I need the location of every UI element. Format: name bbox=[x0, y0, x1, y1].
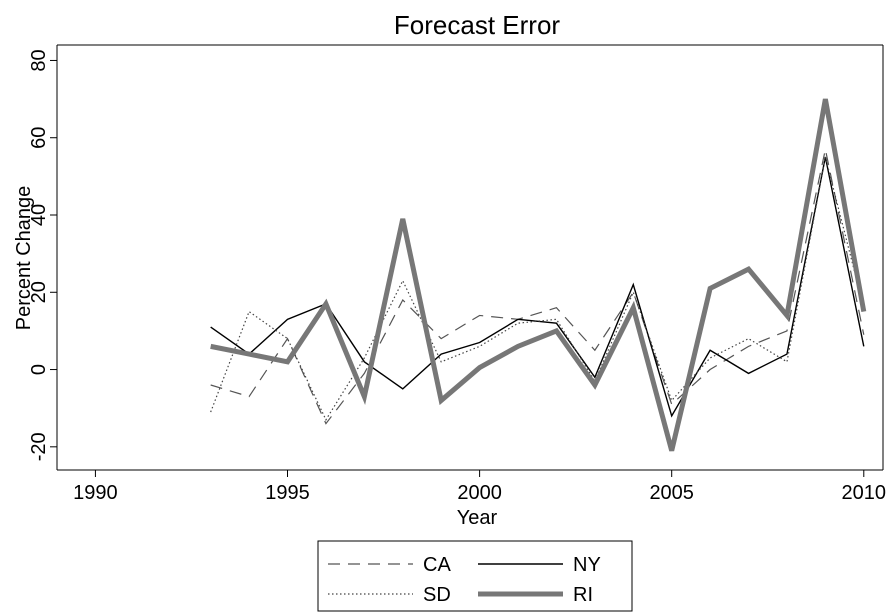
y-tick-label: 0 bbox=[28, 364, 50, 375]
y-tick-label: 40 bbox=[28, 204, 50, 226]
y-tick-label: 20 bbox=[28, 281, 50, 303]
series-line bbox=[210, 156, 865, 418]
x-tick-label: 2010 bbox=[842, 482, 887, 504]
y-tick-label: 60 bbox=[28, 127, 50, 149]
chart-title: Forecast Error bbox=[394, 10, 560, 40]
legend-label: SD bbox=[423, 584, 451, 606]
series-line bbox=[210, 149, 865, 425]
x-axis-label: Year bbox=[457, 507, 498, 529]
legend-label: CA bbox=[423, 554, 451, 576]
y-axis-label: Percent Change bbox=[13, 186, 35, 331]
x-tick-label: 2005 bbox=[649, 482, 694, 504]
series-line bbox=[210, 98, 867, 452]
y-tick-label: 80 bbox=[28, 49, 50, 71]
series-line bbox=[210, 156, 865, 422]
x-tick-label: 1995 bbox=[265, 482, 310, 504]
legend-box bbox=[317, 540, 633, 612]
legend-label: NY bbox=[573, 554, 601, 576]
x-tick-label: 1990 bbox=[73, 482, 118, 504]
x-tick-label: 2000 bbox=[457, 482, 502, 504]
y-tick-label: -20 bbox=[28, 432, 50, 461]
legend-label: RI bbox=[573, 584, 593, 606]
